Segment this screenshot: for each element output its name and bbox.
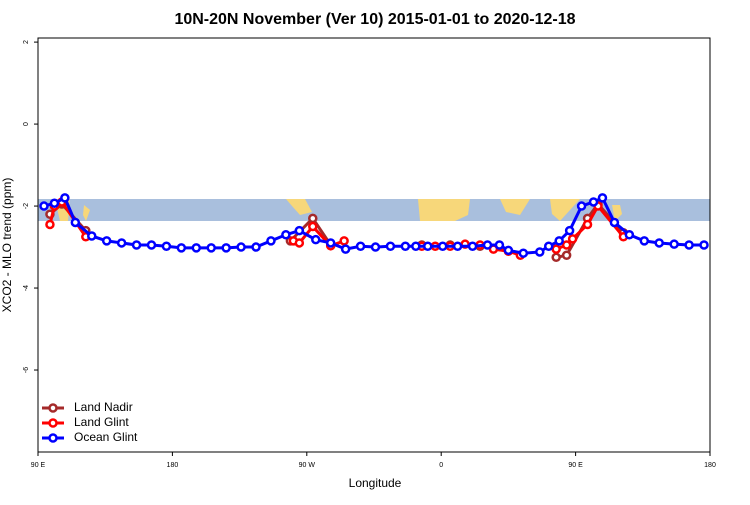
legend-marker <box>48 403 58 413</box>
point <box>639 236 650 246</box>
point <box>355 241 366 251</box>
chart-title: 10N-20N November (Ver 10) 2015-01-01 to … <box>174 11 575 28</box>
point <box>535 247 545 257</box>
point <box>206 243 216 253</box>
point <box>624 230 635 240</box>
point <box>294 225 305 236</box>
legend-marker <box>48 418 58 428</box>
legend-label: Land Glint <box>74 415 129 429</box>
y-tick-label: 2 <box>23 40 30 44</box>
legend-label: Ocean Glint <box>74 430 138 444</box>
point <box>551 252 561 263</box>
point <box>221 243 231 253</box>
legend-marker <box>48 433 58 443</box>
point <box>543 241 554 251</box>
x-axis-label: Longitude <box>349 476 402 490</box>
point <box>236 242 246 252</box>
point <box>561 250 572 260</box>
point <box>609 217 620 228</box>
point <box>400 241 411 251</box>
point <box>518 248 529 258</box>
y-tick-label: -6 <box>23 367 30 373</box>
point <box>582 219 593 230</box>
x-tick-label: 90 E <box>31 462 46 469</box>
point <box>161 241 172 251</box>
point <box>561 240 572 250</box>
point <box>437 241 448 251</box>
point <box>308 221 318 232</box>
x-tick-label: 0 <box>439 462 443 469</box>
point <box>49 198 60 208</box>
point <box>101 236 112 246</box>
x-tick-label: 90 W <box>299 462 316 469</box>
point <box>39 201 49 211</box>
point <box>452 241 463 251</box>
point <box>684 240 694 250</box>
y-tick-label: -4 <box>23 285 30 291</box>
point <box>551 244 561 254</box>
y-tick-label: -2 <box>23 203 30 209</box>
point <box>146 240 157 250</box>
point <box>482 240 493 250</box>
map-strip <box>38 199 710 221</box>
point <box>294 238 305 248</box>
x-tick-label: 90 E <box>568 462 583 469</box>
x-tick-label: 180 <box>704 462 716 469</box>
point <box>567 234 578 244</box>
point <box>588 197 599 207</box>
point <box>597 193 608 203</box>
point <box>116 238 127 248</box>
point <box>340 244 351 254</box>
point <box>564 225 575 236</box>
point <box>131 240 142 250</box>
legend-label: Land Nadir <box>74 400 133 414</box>
point <box>251 242 261 252</box>
point <box>654 238 664 248</box>
point <box>385 241 396 251</box>
point <box>576 201 587 211</box>
point <box>669 239 679 249</box>
point <box>370 242 381 252</box>
point <box>45 219 55 230</box>
point <box>87 231 97 241</box>
point <box>176 243 187 253</box>
point <box>503 245 514 256</box>
point <box>281 230 291 240</box>
point <box>554 236 564 246</box>
point <box>423 241 433 251</box>
point <box>191 243 202 253</box>
y-axis-label: XCO2 - MLO trend (ppm) <box>0 178 14 313</box>
point <box>266 236 276 246</box>
x-tick-label: 180 <box>167 462 179 469</box>
point <box>339 236 349 246</box>
point <box>325 238 336 248</box>
point <box>308 213 318 224</box>
point <box>60 193 70 203</box>
point <box>311 234 321 245</box>
point <box>411 241 421 251</box>
point <box>699 240 709 250</box>
point <box>467 241 478 251</box>
point <box>494 240 505 250</box>
y-tick-label: 0 <box>23 122 30 126</box>
plot-frame <box>37 37 711 453</box>
point <box>70 217 81 228</box>
